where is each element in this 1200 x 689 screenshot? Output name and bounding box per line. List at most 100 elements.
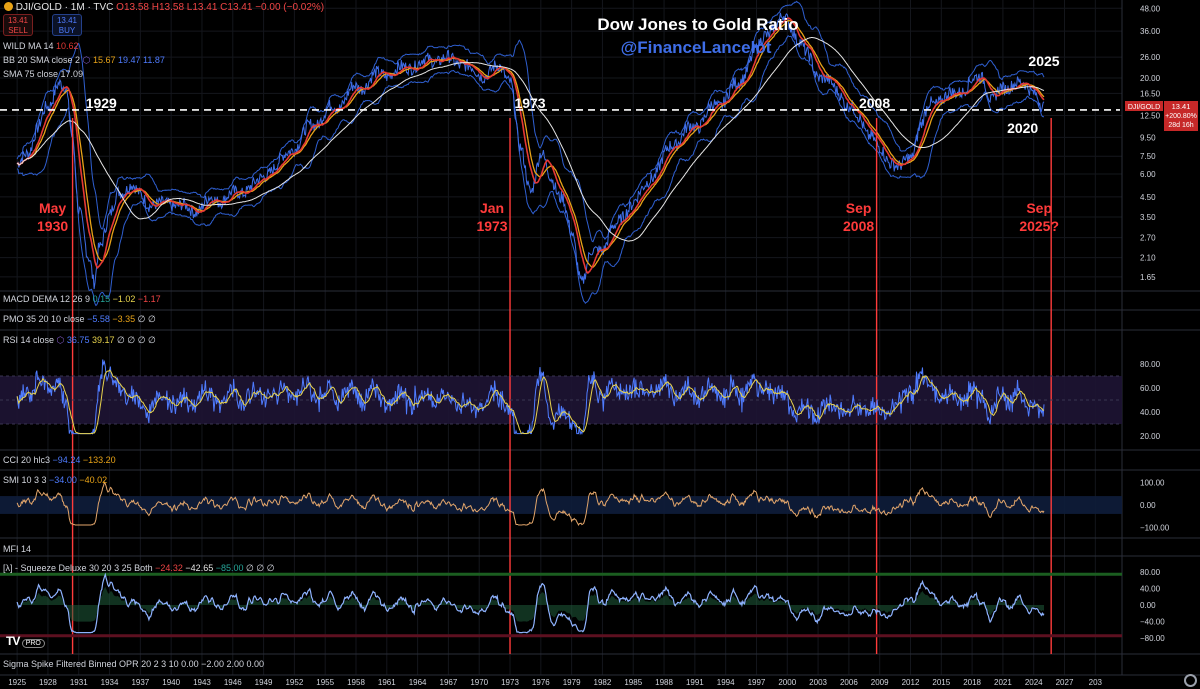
buy-button[interactable]: 13.41 BUY — [52, 14, 82, 36]
y-tick-label: 3.50 — [1140, 213, 1156, 222]
x-tick-label: 1958 — [347, 678, 365, 687]
macd-v1: 0.15 — [92, 294, 111, 304]
rsi-v1: 36.75 — [66, 335, 90, 345]
symbol-line[interactable]: DJI/GOLD · 1M · TVC — [15, 2, 114, 13]
x-tick-label: 1928 — [39, 678, 57, 687]
price-pane[interactable] — [16, 0, 1045, 307]
smi-legend[interactable]: SMI 10 3 3 −34.00 −40.02 — [3, 475, 107, 485]
wild-ma-legend[interactable]: WILD MA 14 10.62 — [3, 41, 79, 51]
rsi-legend[interactable]: RSI 14 close ⬡ 36.75 39.17 ∅ ∅ ∅ ∅ — [3, 335, 156, 346]
settings-gear-icon[interactable] — [1184, 674, 1197, 687]
x-tick-label: 1931 — [70, 678, 88, 687]
macd-legend[interactable]: MACD DEMA 12 26 9 0.15 −1.02 −1.17 — [3, 294, 161, 304]
x-tick-label: 1964 — [409, 678, 427, 687]
ohlc-open: O13.58 — [116, 2, 149, 13]
break-label-top: May — [39, 200, 66, 216]
y-tick-label: 26.00 — [1140, 53, 1161, 62]
sell-button[interactable]: 13.41 SELL — [3, 14, 33, 36]
x-tick-label: 2018 — [963, 678, 981, 687]
ohlc-close: C13.41 — [220, 2, 253, 13]
peak-label: 1929 — [86, 95, 117, 111]
x-tick-label: 1946 — [224, 678, 242, 687]
x-tick-label: 1940 — [162, 678, 180, 687]
y-tick-label: 48.00 — [1140, 4, 1161, 13]
pmo-legend[interactable]: PMO 35 20 10 close −5.58 −3.35 ∅ ∅ — [3, 314, 156, 325]
y-tick-label: 1.65 — [1140, 273, 1156, 282]
rsi-signal-line — [16, 369, 1045, 435]
x-tick-label: 1952 — [285, 678, 303, 687]
symbol-icon — [4, 2, 13, 11]
macd-name: MACD DEMA 12 26 9 — [3, 294, 91, 304]
price-axis[interactable]: 48.00 36.00 26.00 20.00 16.50 12.50 9.50 7.50 6.… — [1140, 4, 1161, 282]
y-tick-label: 4.50 — [1140, 193, 1156, 202]
rsi-v2: 39.17 — [91, 335, 115, 345]
cci-name: CCI 20 hlc3 — [3, 455, 51, 465]
ohlc-low: L13.41 — [186, 2, 218, 13]
pmo-v1: −5.58 — [87, 314, 110, 324]
pro-badge: PRO — [21, 639, 45, 648]
bb-upper-line — [16, 0, 1045, 243]
pmo-v2: −3.35 — [112, 314, 136, 324]
rsi-line — [16, 359, 1045, 436]
x-tick-label: 1973 — [501, 678, 519, 687]
bb-upper: 19.47 — [117, 55, 141, 65]
y-tick-label: 9.50 — [1140, 133, 1156, 142]
break-label-top: Sep — [1026, 200, 1052, 216]
squeeze-line — [16, 572, 1045, 634]
y-tick-label: 16.50 — [1140, 89, 1161, 98]
indicator-panes: 80.00 60.00 40.00 20.00 100.00 0.00 −100.00 80.… — [0, 359, 1170, 643]
x-tick-label: 2015 — [932, 678, 950, 687]
x-tick-label: 2024 — [1025, 678, 1043, 687]
break-label-bottom: 1930 — [37, 218, 68, 234]
x-tick-label: 2006 — [840, 678, 858, 687]
x-tick-label: 1982 — [594, 678, 612, 687]
cci-v1: −94.24 — [52, 455, 81, 465]
break-label-bottom: 1973 — [476, 218, 507, 234]
smi-tick-label: −100.00 — [1140, 523, 1170, 532]
y-tick-label: 20.00 — [1140, 74, 1161, 83]
smi-line — [16, 481, 1045, 527]
sma-value: 17.09 — [60, 69, 84, 79]
buy-price: 13.41 — [56, 16, 78, 25]
tradingview-logo[interactable]: TV PRO — [6, 634, 45, 648]
break-label-bottom: 2025? — [1019, 218, 1059, 234]
squeeze-v2: −42.65 — [185, 563, 214, 573]
sigma-v2: −2.00 — [201, 659, 224, 669]
wild-ma-name: WILD MA 14 — [3, 41, 54, 51]
x-tick-label: 2003 — [809, 678, 827, 687]
sigma-legend[interactable]: Sigma Spike Filtered Binned OPR 20 2 3 1… — [3, 659, 264, 669]
chart-title: Dow Jones to Gold Ratio — [597, 15, 798, 34]
sma-legend[interactable]: SMA 75 close 17.09 — [3, 69, 83, 79]
x-tick-label: 1994 — [717, 678, 735, 687]
bb-legend[interactable]: BB 20 SMA close 2 ⬡ 15.67 19.47 11.87 — [3, 55, 165, 66]
sell-price: 13.41 — [7, 16, 29, 25]
sigma-v4: 0.00 — [246, 659, 265, 669]
x-tick-label: 1967 — [440, 678, 458, 687]
time-axis[interactable]: 1925 1928 1931 1934 1937 1940 1943 1946 1949 1952… — [8, 678, 1102, 687]
pmo-name: PMO 35 20 10 close — [3, 314, 85, 324]
mfi-legend[interactable]: MFI 14 — [3, 544, 31, 554]
ohlc-change: −0.00 (−0.02%) — [255, 2, 325, 13]
cci-legend[interactable]: CCI 20 hlc3 −94.24 −133.20 — [3, 455, 116, 465]
bb-name: BB 20 SMA close 2 — [3, 55, 81, 65]
squeeze-legend[interactable]: [λ] - Squeeze Deluxe 30 20 3 25 Both −24… — [3, 563, 275, 574]
symbol-header[interactable]: DJI/GOLD · 1M · TVC O13.58 H13.58 L13.41… — [4, 2, 324, 13]
break-label-top: Jan — [480, 200, 504, 216]
smi-tick-label: 0.00 — [1140, 501, 1156, 510]
x-tick-label: 1988 — [655, 678, 673, 687]
x-tick-label: 2027 — [1056, 678, 1074, 687]
price-tag-value: 13.41 — [1172, 102, 1191, 111]
sell-label: SELL — [8, 26, 28, 35]
logo-text: TV — [6, 634, 20, 648]
sigma-v3: 2.00 — [226, 659, 244, 669]
rsi-tick-label: 60.00 — [1140, 384, 1161, 393]
peak-label: 2025 — [1028, 53, 1059, 69]
annotations: 1929 1973 2008 2020 2025 May 1930 Jan 1973 Sep 200… — [0, 53, 1120, 654]
x-tick-label: 1997 — [748, 678, 766, 687]
x-tick-label: 2000 — [778, 678, 796, 687]
squeeze-rest: ∅ ∅ ∅ — [246, 563, 275, 573]
x-tick-label: 1943 — [193, 678, 211, 687]
rsi-tick-label: 80.00 — [1140, 360, 1161, 369]
y-tick-label: 7.50 — [1140, 152, 1156, 161]
